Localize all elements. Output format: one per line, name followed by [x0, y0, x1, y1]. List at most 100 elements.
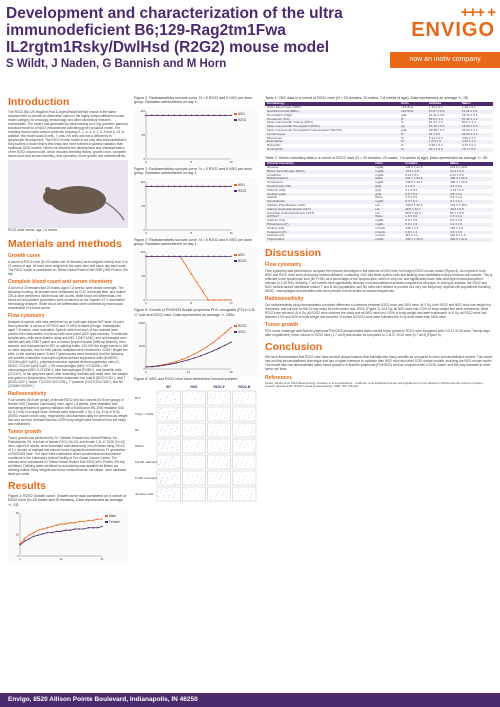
data-point: [51, 526, 53, 528]
data-point: [196, 114, 198, 116]
table2-row: Aspartate Aminotransferase (AST) U/L 68.5 …: [265, 210, 493, 216]
flow-event: [189, 428, 191, 430]
table2-cell: 140.5 ± 16.2: [405, 180, 423, 185]
table1-cell: Neutrophils: [265, 147, 399, 152]
data-point: [213, 299, 215, 302]
flow-event: [219, 447, 221, 448]
flow-event: [200, 459, 201, 461]
flow-event: [218, 490, 220, 492]
table2-header-cell: Females: [403, 161, 449, 166]
flow-event: [245, 464, 247, 466]
flow-event: [234, 465, 236, 467]
flow-event: [223, 460, 224, 462]
flow-event: [224, 446, 226, 448]
flow-event: [247, 450, 248, 452]
fig2c-caption: Figure 2: Radiosensitivity survival curv…: [134, 237, 252, 247]
discussion-sections: Flow cytometry Flow cytometry was perform…: [265, 262, 493, 337]
flow-event: [240, 401, 242, 403]
data-point: [187, 356, 190, 358]
table2-cell: 5.6 ± 1.1: [403, 230, 449, 235]
table2-cell: U/L: [375, 210, 381, 215]
fig6-caption: Figure 6: NSG and R2G2 mice have diminis…: [134, 377, 239, 382]
flow-event: [176, 489, 178, 491]
flow-event: [192, 444, 193, 445]
flow-event: [189, 440, 190, 441]
legend-swatch: [234, 183, 237, 186]
flow-event: [173, 392, 174, 394]
flow-event: [238, 418, 239, 419]
flow-event: [228, 398, 229, 400]
y-tick-label: 55: [142, 204, 146, 208]
flow-event: [164, 400, 166, 401]
flow-event: [171, 449, 173, 451]
flow-plot: [207, 486, 231, 501]
data-point: [230, 185, 232, 187]
flow-event: [240, 465, 241, 466]
flow-event: [186, 456, 187, 457]
data-point: [230, 114, 232, 116]
flow-event: [227, 430, 229, 432]
x-tick-label: 8: [190, 160, 192, 164]
table1-cell: g/dL: [400, 112, 408, 117]
table1-cell: %: [398, 147, 427, 152]
table1-cell: 4.89 ± 2.5: [461, 135, 476, 140]
discussion-section-body: Our radiosensitivity study demonstrated …: [265, 302, 491, 319]
legend-swatch: [234, 331, 237, 334]
flow-plot: [182, 406, 206, 421]
table1: Hematology Units Females Males White Blood C…: [265, 102, 493, 152]
flow-event: [196, 414, 198, 415]
table2-row: Total bilirubin mg/dL 0.3 ± 0.1 0.1 ± 0.1: [265, 199, 493, 204]
flow-event: [188, 472, 190, 473]
flow-event: [175, 408, 177, 410]
flow-event: [236, 408, 238, 410]
data-point: [201, 114, 204, 116]
table2-cell: 165.3 ± 61.5: [448, 177, 493, 182]
mouse-caption: R2G2 adult mouse, age 7-8 weeks: [8, 228, 58, 232]
flow-event: [172, 424, 174, 426]
methods-section-body: Analysis of splenic cells was performed …: [8, 320, 128, 388]
flow-event: [203, 495, 204, 496]
data-point: [201, 185, 204, 187]
data-point: [19, 543, 21, 545]
flow-event: [202, 402, 204, 403]
data-point: [193, 353, 196, 355]
table1-cell: Eosinophils: [265, 140, 399, 145]
flow-event: [188, 491, 190, 493]
flow-event: [177, 466, 179, 468]
table2-cell: 8.9 ± 1.9: [403, 222, 449, 227]
data-point: [19, 544, 21, 546]
flow-event: [237, 481, 238, 482]
table1-row: Monocytes% 5.12 ± 2.9 4.89 ± 2.5: [265, 135, 493, 141]
flow-event: [177, 426, 179, 428]
flow-event: [168, 465, 169, 466]
data-point: [42, 533, 44, 535]
flow-event: [239, 476, 241, 478]
table2: Clinical Chemistry Units Females Males Gluco…: [265, 161, 493, 242]
flow-event: [221, 413, 222, 415]
table1-cell: %: [398, 132, 427, 137]
table1-cell: %: [398, 140, 427, 145]
flow-event: [249, 414, 251, 415]
flow-event: [217, 493, 219, 494]
flow-event: [243, 417, 245, 419]
flow-event: [203, 411, 205, 413]
legend-swatch: [234, 254, 237, 257]
data-point: [83, 521, 85, 523]
flow-event: [222, 399, 224, 401]
flow-event: [209, 396, 210, 398]
flow-event: [234, 445, 236, 447]
flow-event: [187, 393, 188, 394]
flow-plot: [156, 454, 181, 469]
flow-event: [201, 477, 203, 479]
flow-event: [221, 474, 223, 476]
flow-event: [169, 442, 170, 444]
table2-cell: 151.7 ± 62.8: [403, 177, 449, 182]
flow-event: [201, 416, 202, 417]
flow-event: [174, 474, 175, 475]
chart-background: [134, 248, 257, 309]
flow-event: [194, 418, 196, 420]
flow-event: [191, 475, 193, 477]
flow-event: [224, 417, 225, 419]
flow-event: [250, 412, 252, 413]
flow-event: [223, 428, 225, 430]
